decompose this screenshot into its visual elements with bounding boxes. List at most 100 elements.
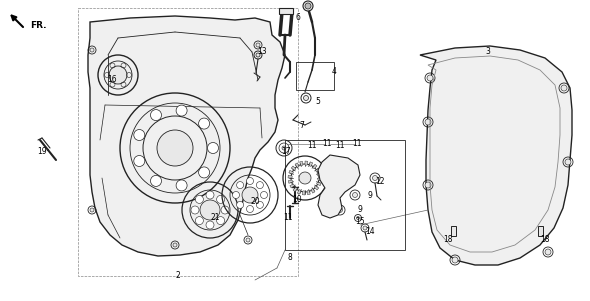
Circle shape [134, 129, 145, 141]
Polygon shape [291, 166, 296, 170]
Circle shape [261, 191, 267, 198]
Circle shape [237, 201, 244, 208]
Circle shape [545, 249, 551, 255]
Text: 11: 11 [322, 139, 332, 148]
Text: 5: 5 [316, 98, 320, 107]
Circle shape [206, 221, 214, 229]
Text: 9: 9 [358, 206, 362, 215]
Text: 16: 16 [107, 76, 117, 85]
Circle shape [256, 43, 260, 47]
Circle shape [425, 182, 431, 188]
Text: 6: 6 [296, 14, 300, 23]
Bar [296, 62, 334, 90]
Polygon shape [88, 16, 285, 256]
Circle shape [352, 193, 358, 197]
Circle shape [90, 48, 94, 52]
Polygon shape [314, 186, 319, 190]
Circle shape [217, 195, 225, 203]
Circle shape [246, 238, 250, 242]
Polygon shape [293, 187, 297, 192]
Bar [538, 226, 543, 236]
Circle shape [247, 206, 254, 213]
Circle shape [427, 75, 433, 81]
Circle shape [195, 195, 204, 203]
Polygon shape [307, 190, 310, 195]
Polygon shape [302, 191, 305, 195]
Circle shape [257, 201, 263, 208]
Circle shape [199, 167, 209, 178]
Text: 9: 9 [368, 191, 372, 200]
Polygon shape [297, 190, 301, 194]
Circle shape [90, 208, 94, 212]
Text: 3: 3 [486, 48, 490, 57]
Circle shape [346, 169, 350, 175]
Text: 11: 11 [335, 141, 345, 150]
Polygon shape [305, 161, 307, 165]
Circle shape [565, 159, 571, 165]
Text: 19: 19 [37, 147, 47, 157]
Text: FR.: FR. [30, 20, 47, 29]
Bar [285, 140, 405, 250]
Text: 8: 8 [288, 253, 293, 262]
Circle shape [452, 257, 458, 263]
Text: 20: 20 [250, 197, 260, 206]
Text: 11: 11 [283, 213, 293, 222]
Circle shape [247, 178, 254, 185]
Circle shape [176, 180, 187, 191]
Circle shape [195, 217, 204, 225]
Text: 18: 18 [443, 235, 453, 244]
Text: 18: 18 [540, 235, 550, 244]
Polygon shape [420, 46, 572, 265]
Circle shape [157, 130, 193, 166]
Circle shape [173, 243, 177, 247]
Text: 14: 14 [365, 228, 375, 237]
Bar [279, 8, 293, 14]
Text: 11: 11 [352, 139, 362, 148]
Circle shape [305, 3, 311, 9]
Bar [451, 226, 456, 236]
Circle shape [206, 191, 214, 199]
Circle shape [299, 172, 311, 184]
Polygon shape [288, 180, 293, 183]
Text: 7: 7 [300, 122, 304, 131]
Circle shape [208, 142, 218, 154]
Text: 12: 12 [375, 178, 385, 187]
Circle shape [303, 95, 309, 101]
Text: 21: 21 [210, 213, 219, 222]
Circle shape [134, 156, 145, 166]
Circle shape [200, 200, 220, 220]
Text: 10: 10 [292, 196, 302, 204]
Polygon shape [309, 162, 313, 166]
Circle shape [199, 118, 209, 129]
Polygon shape [313, 164, 317, 169]
Circle shape [176, 105, 187, 116]
Circle shape [242, 187, 258, 203]
Circle shape [337, 207, 343, 213]
Circle shape [282, 146, 286, 150]
Circle shape [191, 206, 199, 214]
Polygon shape [300, 161, 303, 166]
Text: 15: 15 [355, 218, 365, 226]
Bar [78, 8, 298, 276]
Circle shape [257, 182, 263, 189]
Circle shape [372, 175, 378, 181]
Polygon shape [290, 184, 294, 188]
Circle shape [303, 1, 313, 11]
Circle shape [217, 217, 225, 225]
Circle shape [363, 226, 367, 230]
Polygon shape [295, 163, 299, 167]
Polygon shape [288, 175, 292, 178]
Text: 13: 13 [257, 48, 267, 57]
Text: 2: 2 [176, 272, 181, 281]
Circle shape [109, 66, 127, 84]
Polygon shape [316, 168, 320, 172]
Polygon shape [318, 155, 360, 218]
Text: 4: 4 [332, 67, 336, 76]
Text: 11: 11 [307, 141, 317, 150]
Circle shape [150, 175, 162, 186]
Polygon shape [289, 170, 293, 174]
Circle shape [232, 191, 240, 198]
Polygon shape [317, 173, 322, 176]
Circle shape [425, 119, 431, 125]
Circle shape [561, 85, 567, 91]
